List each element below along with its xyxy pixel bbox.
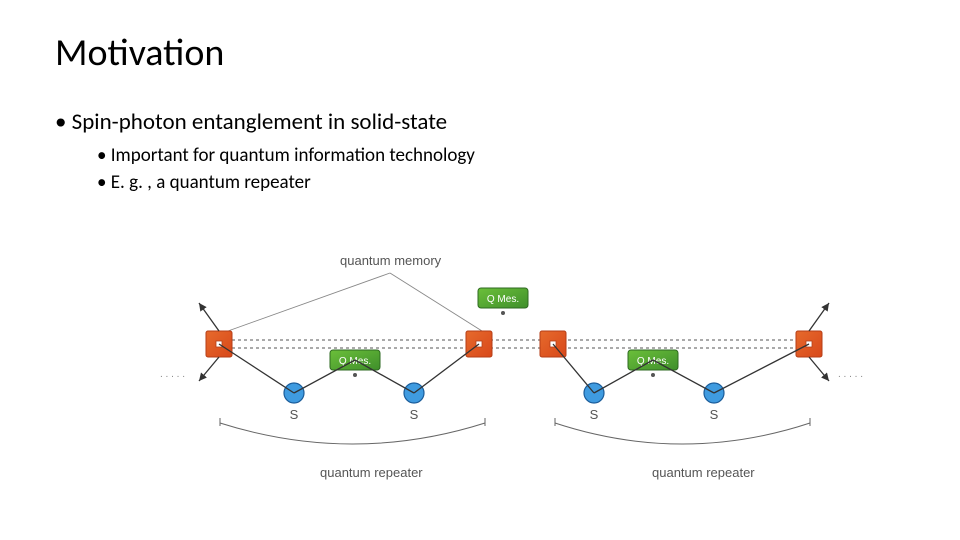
slide: Motivation Spin-photon entanglement in s…	[0, 0, 960, 540]
memory-outgoing-arrow	[809, 303, 829, 331]
diagram-label: . . . . .	[838, 369, 863, 380]
qmes-label: Q Mes.	[339, 356, 371, 367]
quantum-repeater-diagram: Q Mes. Q Mes. Q Mes. S S S Squantum memory quan…	[160, 255, 860, 495]
diagram-edge	[414, 344, 479, 393]
slide-title: Motivation	[55, 30, 905, 76]
diagram-edge	[355, 360, 414, 393]
bullet-level1: Spin-photon entanglement in solid-state	[55, 108, 905, 136]
qmes-dot	[501, 311, 505, 315]
label-pointer	[390, 273, 482, 331]
diagram-edge	[714, 344, 809, 393]
diagram-label: . . . . .	[160, 369, 185, 380]
memory-outgoing-arrow	[809, 357, 829, 381]
source-label: S	[710, 407, 719, 422]
qmes-dot	[651, 373, 655, 377]
source-label: S	[590, 407, 599, 422]
memory-outgoing-arrow	[199, 357, 219, 381]
bullet-level2-b: E. g. , a quantum repeater	[97, 171, 905, 194]
qmes-label: Q Mes.	[637, 356, 669, 367]
source-label: S	[410, 407, 419, 422]
diagram-label: quantum repeater	[652, 465, 755, 480]
diagram-edge	[594, 360, 653, 393]
qmes-dot	[353, 373, 357, 377]
diagram-label: quantum repeater	[320, 465, 423, 480]
diagram-edge	[219, 344, 294, 393]
label-pointer	[228, 273, 390, 331]
bullet-level2-a: Important for quantum information techno…	[97, 144, 905, 167]
diagram-edge	[653, 360, 714, 393]
diagram-edge	[294, 360, 355, 393]
diagram-label: quantum memory	[340, 253, 442, 268]
memory-outgoing-arrow	[199, 303, 219, 331]
diagram-svg: Q Mes. Q Mes. Q Mes. S S S Squantum memory quan…	[160, 255, 860, 495]
repeater-arc	[220, 423, 485, 444]
qmes-label: Q Mes.	[487, 294, 519, 305]
source-label: S	[290, 407, 299, 422]
repeater-arc	[555, 423, 810, 444]
diagram-edge	[553, 344, 594, 393]
